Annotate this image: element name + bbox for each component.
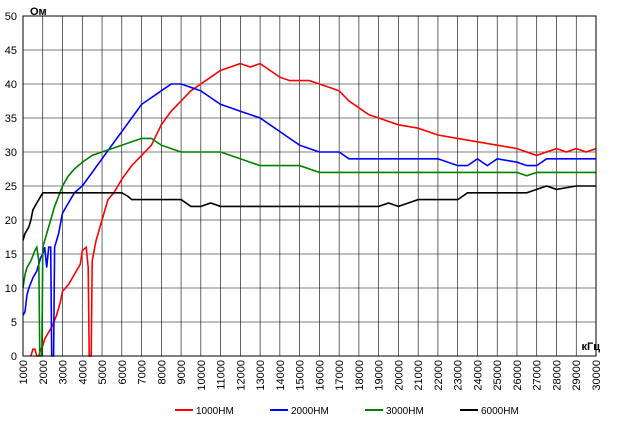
series-lines [22, 62, 597, 357]
y-tick-label: 15 [5, 249, 17, 261]
x-tick-label: 9000 [176, 360, 188, 384]
x-tick-label: 10000 [196, 360, 208, 391]
legend-label-3: 3000НМ [386, 406, 424, 417]
x-tick-label: 8000 [156, 360, 168, 384]
x-axis-title: кГц [581, 341, 600, 353]
x-tick-label: 15000 [295, 360, 307, 391]
x-tick-label: 13000 [255, 360, 267, 391]
legend-label-4: 6000НМ [481, 406, 519, 417]
series-line-4 [22, 185, 596, 241]
x-tick-label: 5000 [97, 360, 109, 384]
x-tick-label: 23000 [453, 360, 465, 391]
y-tick-label: 0 [11, 351, 17, 363]
y-tick-label: 40 [5, 79, 17, 91]
y-tick-label: 35 [5, 113, 17, 125]
x-tick-label: 16000 [314, 360, 326, 391]
x-tick-label: 21000 [413, 360, 425, 391]
series-line-1 [30, 62, 597, 357]
legend-label-1: 1000НМ [196, 406, 234, 417]
y-tick-label: 20 [5, 215, 17, 227]
y-tick-label: 30 [5, 147, 17, 159]
series-line-2 [22, 83, 596, 357]
x-tick-label: 18000 [354, 360, 366, 391]
y-tick-label: 50 [5, 11, 17, 23]
y-tick-label: 10 [5, 283, 17, 295]
x-tick-label: 30000 [591, 360, 603, 391]
x-tick-label: 26000 [512, 360, 524, 391]
x-tick-label: 12000 [235, 360, 247, 391]
x-tick-label: 27000 [532, 360, 544, 391]
y-axis-title: Ом [30, 6, 47, 18]
x-tick-label: 2000 [38, 360, 50, 384]
x-tick-label: 24000 [472, 360, 484, 391]
legend-label-2: 2000НМ [291, 406, 329, 417]
x-tick-label: 4000 [77, 360, 89, 384]
y-axis-ticks: 0 5 10 15 20 25 30 35 40 45 50 [5, 11, 17, 363]
y-tick-label: 25 [5, 181, 17, 193]
x-axis-ticks: 1000 2000 3000 4000 5000 6000 7000 8000 9000 1000… [18, 360, 603, 391]
plot-area [22, 15, 597, 357]
x-tick-label: 29000 [571, 360, 583, 391]
x-tick-label: 6000 [117, 360, 129, 384]
x-tick-label: 17000 [334, 360, 346, 391]
series-line-3 [22, 137, 596, 357]
x-tick-label: 19000 [374, 360, 386, 391]
x-tick-label: 20000 [393, 360, 405, 391]
x-tick-label: 11000 [216, 360, 228, 390]
x-tick-label: 22000 [433, 360, 445, 391]
x-tick-label: 1000 [18, 360, 30, 384]
y-tick-label: 45 [5, 45, 17, 57]
x-tick-label: 3000 [58, 360, 70, 384]
x-tick-label: 14000 [275, 360, 287, 391]
y-tick-label: 5 [11, 317, 17, 329]
x-tick-label: 25000 [492, 360, 504, 391]
x-tick-label: 28000 [551, 360, 563, 391]
x-tick-label: 7000 [137, 360, 149, 384]
legend: 1000НМ 2000НМ 3000НМ 6000НМ [175, 406, 519, 417]
